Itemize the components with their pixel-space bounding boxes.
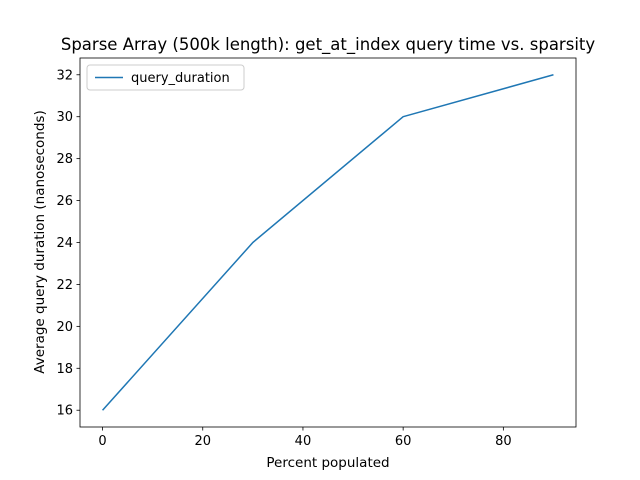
- y-tick-label: 20: [56, 320, 73, 335]
- y-tick-label: 32: [56, 68, 73, 83]
- plot-area: 0 20 40 60 80 16 18 20 22 24 26 28 30 32 query_duratio…: [56, 57, 577, 449]
- y-tick-label: 30: [56, 110, 73, 125]
- y-tick-label: 18: [56, 362, 73, 377]
- legend-label: query_duration: [131, 71, 230, 86]
- x-axis-label: Percent populated: [266, 455, 389, 471]
- series-line-0: [101, 74, 554, 411]
- chart-title: Sparse Array (500k length): get_at_index…: [61, 35, 596, 55]
- y-tick-label: 24: [56, 236, 73, 251]
- y-tick-label: 16: [56, 404, 73, 419]
- y-tick-label: 26: [56, 194, 73, 209]
- x-tick-label: 40: [295, 434, 312, 449]
- x-tick-label: 0: [98, 434, 106, 449]
- x-tick-label: 20: [194, 434, 211, 449]
- y-tick-label: 22: [56, 278, 73, 293]
- y-axis-label: Average query duration (nanoseconds): [32, 110, 48, 373]
- x-tick-label: 60: [395, 434, 412, 449]
- x-tick-label: 80: [495, 434, 512, 449]
- legend-box: [86, 64, 245, 91]
- y-tick-label: 28: [56, 152, 73, 167]
